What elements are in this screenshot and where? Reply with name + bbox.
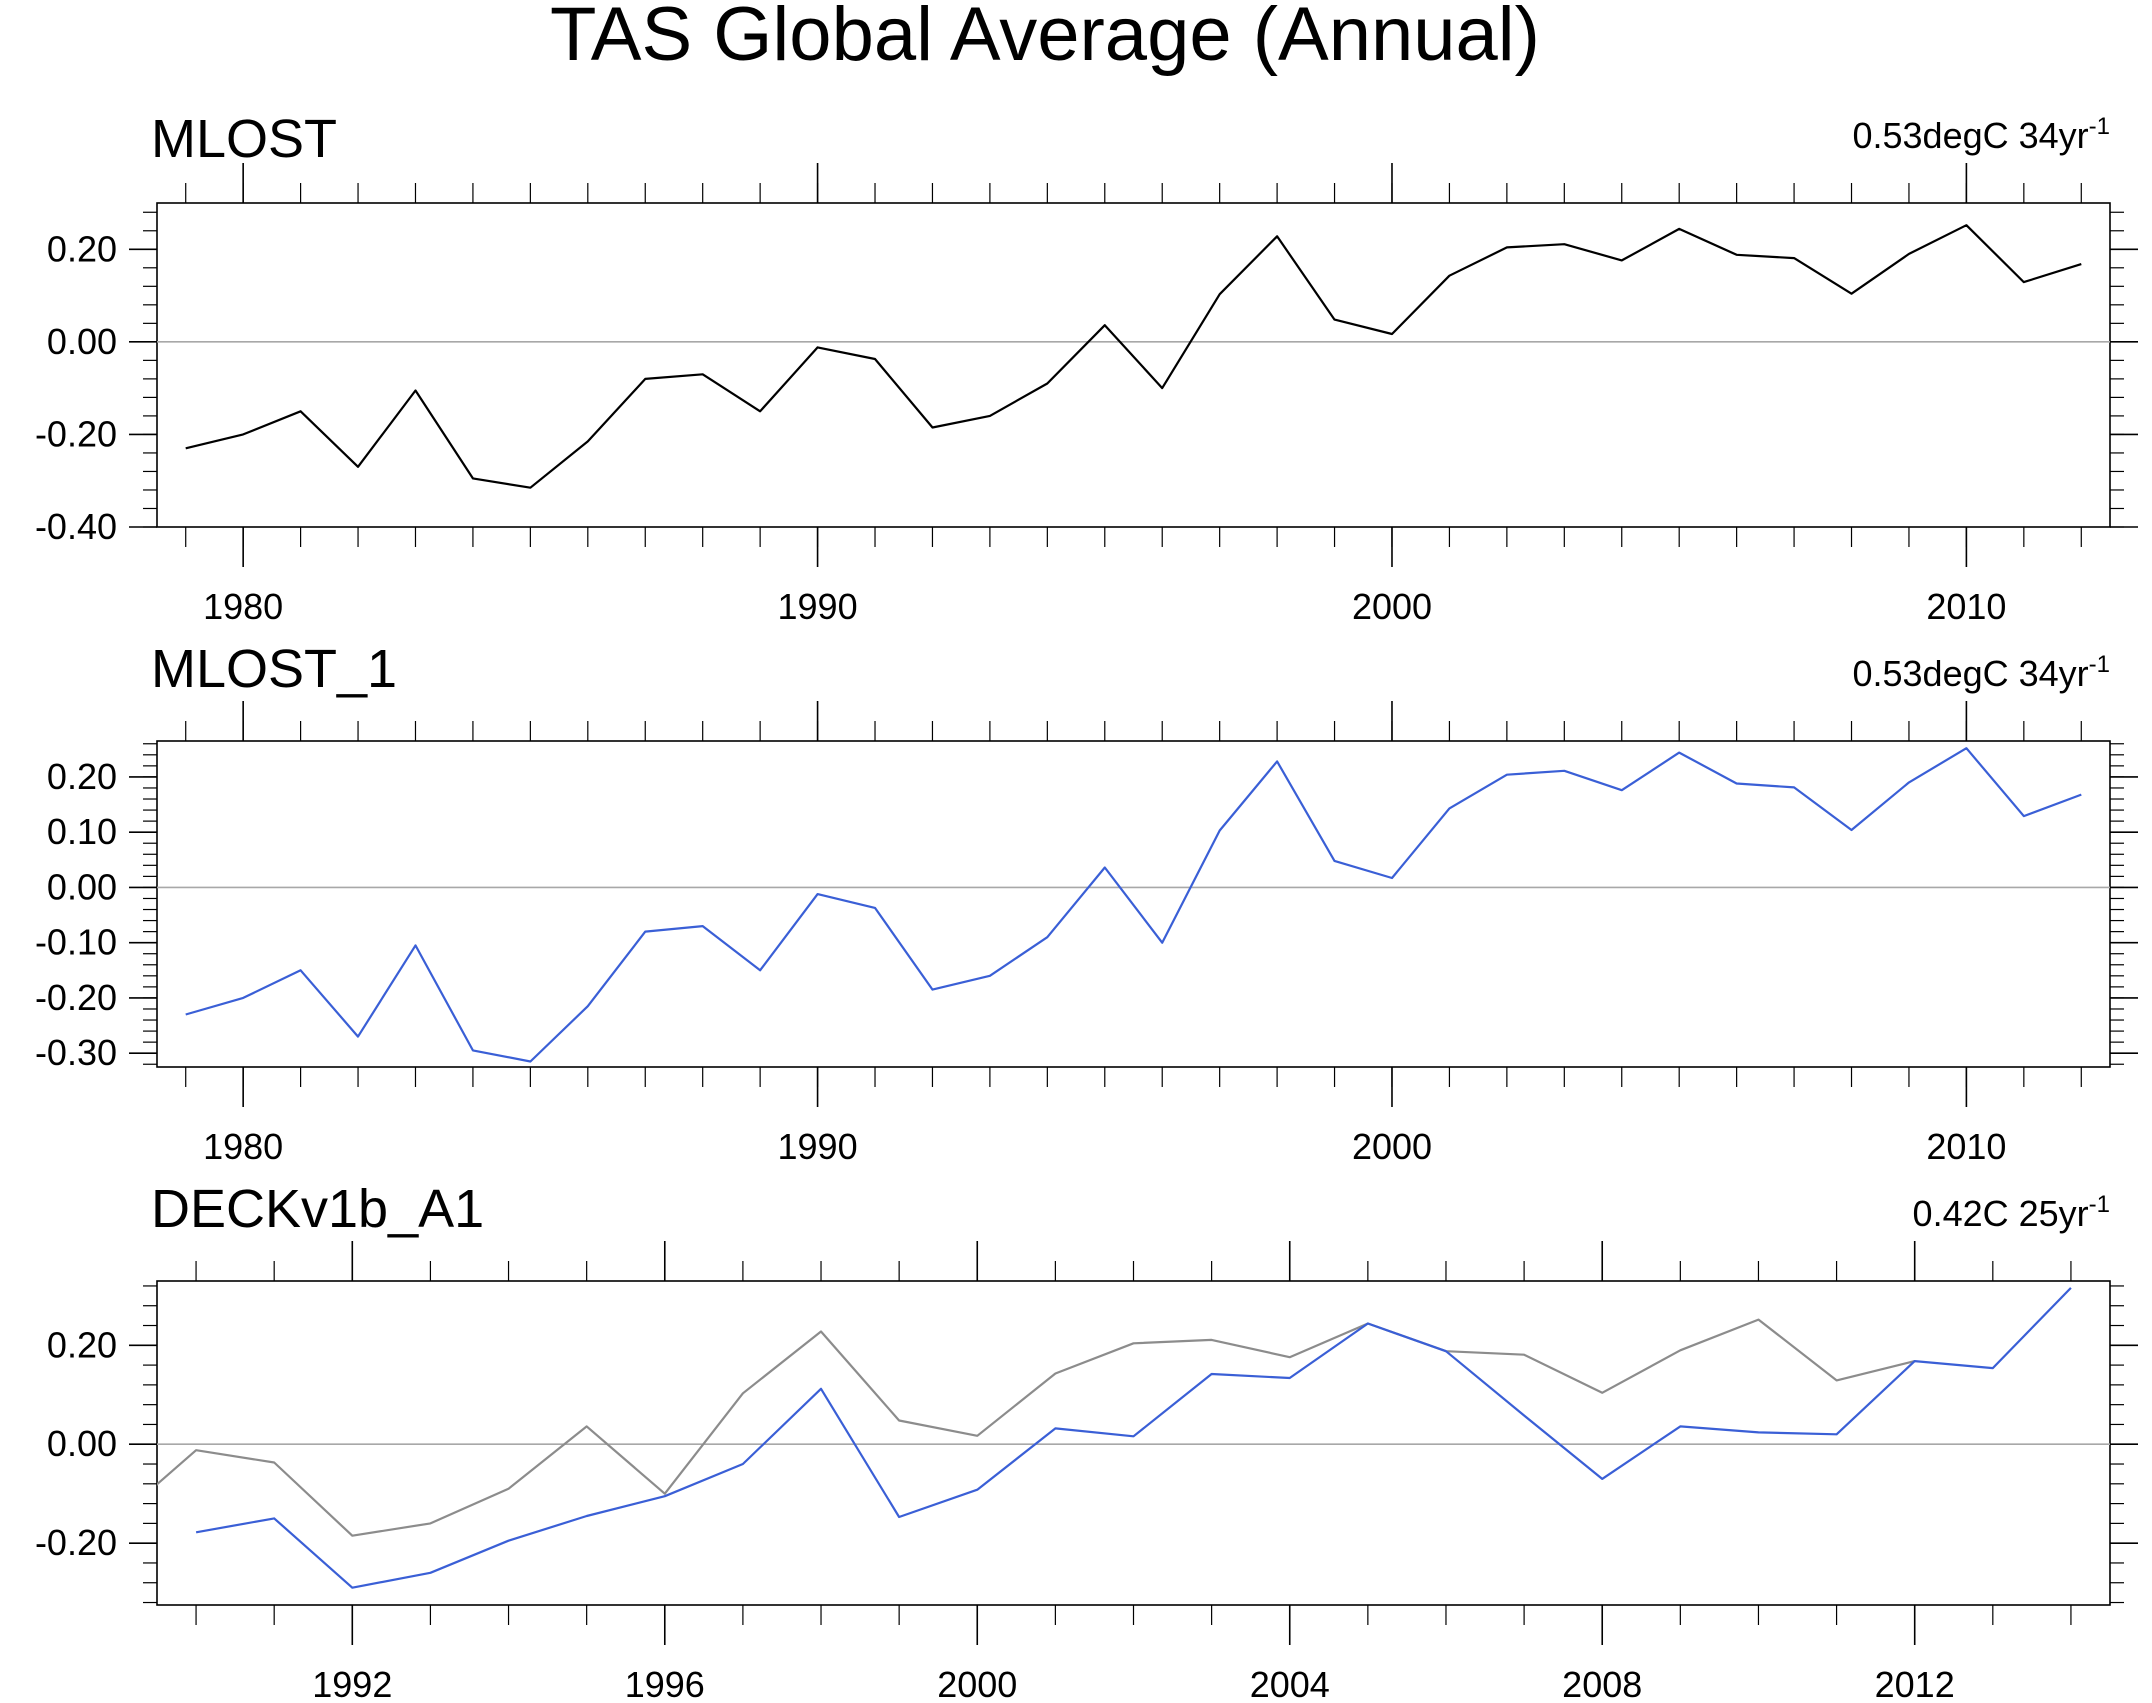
x-tick-label: 2012 [1875, 1664, 1955, 1703]
x-tick-label: 2000 [1352, 586, 1432, 627]
trend-exponent: -1 [2089, 1191, 2110, 1218]
x-tick-label: 1980 [203, 586, 283, 627]
series-line-deckv1b_a1 [195, 1287, 2072, 1589]
plot-frame [156, 740, 2111, 1068]
y-tick-label: -0.40 [35, 506, 117, 547]
trend-label: 0.42C 25yr-1 [1913, 1191, 2110, 1234]
y-tick-label: -0.20 [35, 413, 117, 454]
y-tick-label: -0.10 [35, 922, 117, 963]
trend-label: 0.53degC 34yr-1 [1852, 651, 2110, 694]
x-tick-label: 1990 [778, 1126, 858, 1167]
y-tick-label: 0.10 [47, 811, 117, 852]
x-tick-label: 1990 [778, 586, 858, 627]
y-tick-label: 0.20 [47, 1324, 117, 1365]
y-tick-label: -0.20 [35, 1522, 117, 1563]
x-tick-label: 2004 [1250, 1664, 1330, 1703]
y-tick-label: -0.30 [35, 1032, 117, 1073]
plot-frame [156, 1280, 2111, 1606]
panels: MLOST 0.53degC 34yr-1-0.40-0.200.000.2019… [35, 109, 2138, 1703]
series-line-mlost [157, 1318, 1915, 1537]
series-line-mlost_1 [185, 747, 2082, 1063]
x-tick-label: 2010 [1926, 586, 2006, 627]
trend-exponent: -1 [2089, 651, 2110, 678]
trend-value: 0.42C 25yr [1913, 1193, 2089, 1234]
panel-title: MLOST_1 [151, 639, 397, 699]
trend-exponent: -1 [2089, 113, 2110, 140]
figure-title: TAS Global Average (Annual) [550, 0, 1540, 77]
x-tick-label: 2010 [1926, 1126, 2006, 1167]
chart-panel-3: DECKv1b_A1 0.42C 25yr-1 -0.20 0.00 0.20 1992 1… [35, 1179, 2138, 1703]
trend-value: 0.53degC 34yr [1852, 653, 2088, 694]
y-tick-label: -0.20 [35, 977, 117, 1018]
panel-title: DECKv1b_A1 [151, 1179, 484, 1239]
x-tick-label: 2008 [1562, 1664, 1642, 1703]
chart-panel-2: MLOST_1 0.53degC 34yr-1 -0.30 -0.20 -0.10 0.0… [35, 639, 2138, 1167]
y-tick-label: 0.00 [47, 1423, 117, 1464]
y-tick-label: 0.20 [47, 228, 117, 269]
panel-title: MLOST [151, 109, 337, 169]
trend-value: 0.53degC 34yr [1852, 115, 2088, 156]
plot-frame [156, 202, 2111, 528]
series-line-mlost [185, 224, 2082, 489]
trend-label: 0.53degC 34yr-1 [1852, 113, 2110, 156]
x-tick-label: 2000 [1352, 1126, 1432, 1167]
x-tick-label: 2000 [937, 1664, 1017, 1703]
x-tick-label: 1980 [203, 1126, 283, 1167]
y-tick-label: 0.00 [47, 321, 117, 362]
x-tick-label: 1996 [625, 1664, 705, 1703]
y-tick-label: 0.20 [47, 756, 117, 797]
y-tick-label: 0.00 [47, 866, 117, 907]
x-tick-label: 1992 [312, 1664, 392, 1703]
chart-panel-1: MLOST 0.53degC 34yr-1 -0.40 -0.20 0.00 0.20 19… [35, 109, 2138, 627]
